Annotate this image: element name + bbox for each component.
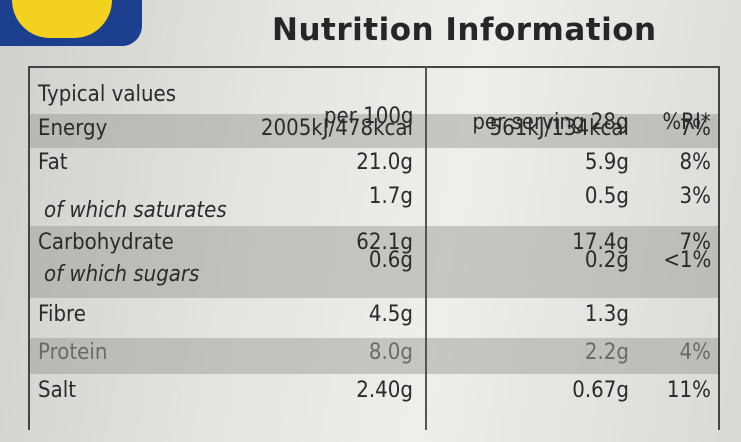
nutrient-name: Fibre	[38, 302, 86, 327]
table-border	[28, 66, 720, 430]
nutrient-name: Salt	[38, 378, 76, 403]
per-serving-value: 561kJ/134kcal	[489, 116, 629, 141]
per-100g-value: 1.7g	[368, 184, 413, 209]
per-serving-value: 5.9g	[584, 150, 629, 175]
ri-percent: 3%	[679, 184, 711, 209]
ri-percent: 4%	[679, 340, 711, 365]
brand-logo	[0, 0, 142, 46]
per-serving-value: 0.67g	[572, 378, 629, 403]
ri-percent: 7%	[679, 230, 711, 255]
per-serving-value: 0.2g	[584, 248, 629, 273]
nutrient-name: Carbohydrate	[38, 230, 174, 255]
nutrient-name: Fat	[38, 150, 68, 175]
row-shade	[30, 114, 720, 148]
per-100g-value: 8.0g	[368, 340, 413, 365]
ri-percent: 7%	[679, 116, 711, 141]
ri-percent: 11%	[666, 378, 711, 403]
ri-percent: <1%	[662, 248, 711, 273]
per-100g-value: 21.0g	[356, 150, 413, 175]
title: Nutrition Information	[272, 12, 657, 48]
nutrient-name: Energy	[38, 116, 108, 141]
nutrient-name: Protein	[38, 340, 108, 365]
column-header: %RI*	[662, 110, 711, 135]
per-serving-value: 2.2g	[584, 340, 629, 365]
row-shade	[30, 338, 720, 374]
per-100g-value: 0.6g	[368, 248, 413, 273]
per-100g-value: 4.5g	[368, 302, 413, 327]
nutrient-name: of which saturates	[44, 198, 227, 223]
per-100g-value: 62.1g	[356, 230, 413, 255]
column-header: Typical values	[38, 82, 177, 107]
per-serving-value: 0.5g	[584, 184, 629, 209]
per-serving-value: 17.4g	[572, 230, 629, 255]
row-shade	[30, 226, 720, 298]
column-divider	[425, 66, 427, 430]
ri-percent: 8%	[679, 150, 711, 175]
column-header: per serving 28g	[472, 110, 629, 135]
per-100g-value: 2005kJ/478kcal	[260, 116, 413, 141]
column-header: per 100g	[323, 104, 413, 129]
nutrient-name: of which sugars	[44, 262, 200, 287]
per-100g-value: 2.40g	[356, 378, 413, 403]
per-serving-value: 1.3g	[584, 302, 629, 327]
